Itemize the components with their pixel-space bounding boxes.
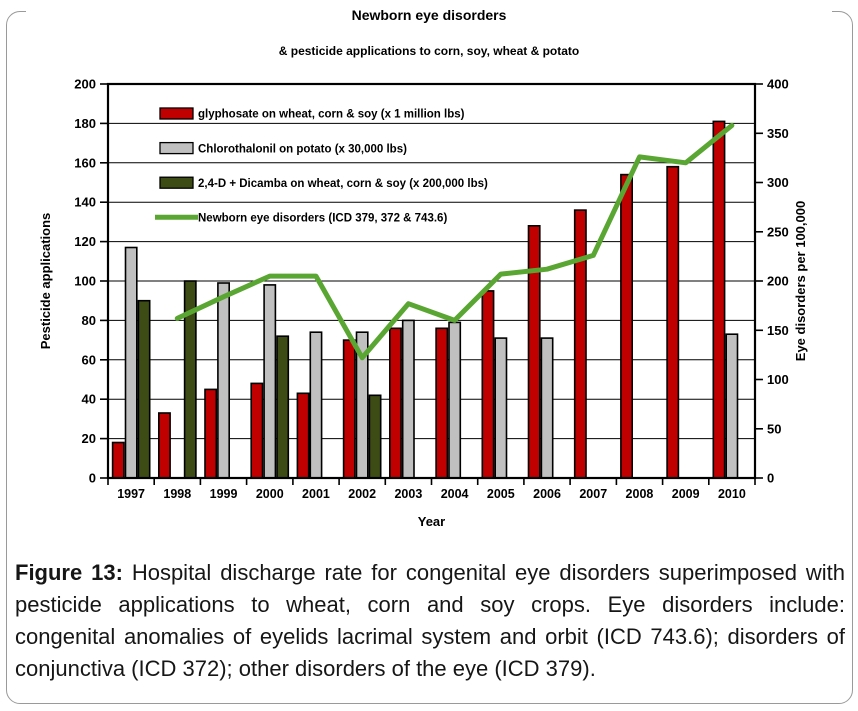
- x-tick-label: 1999: [210, 487, 238, 501]
- legend-label-24d-dicamba: 2,4-D + Dicamba on wheat, corn & soy (x …: [198, 178, 488, 190]
- left-tick-label: 80: [82, 313, 96, 328]
- legend-entry-chlorothalonil: Chlorothalonil on potato (x 30,000 lbs): [159, 141, 407, 155]
- bar-chlorothalonil-2003: [401, 319, 415, 479]
- bar-24d-dicamba-2002: [368, 394, 382, 479]
- legend-entry-eye-disorders: Newborn eye disorders (ICD 379, 372 & 74…: [155, 213, 447, 225]
- caption-label: Figure 13:: [15, 560, 123, 585]
- line-eye-disorders: [174, 122, 735, 361]
- x-tick-label: 2010: [718, 487, 746, 501]
- x-tick-label: 2008: [626, 487, 654, 501]
- bar-glyphosate-1997: [111, 441, 125, 479]
- x-tick-label: 2004: [441, 487, 469, 501]
- gridlines: [108, 122, 755, 440]
- left-tick-label: 120: [74, 234, 96, 249]
- left-tick-label: 40: [82, 392, 96, 407]
- bar-glyphosate-2010: [712, 120, 726, 479]
- figure-caption: Figure 13: Hospital discharge rate for c…: [15, 557, 845, 685]
- bar-chlorothalonil-2001: [309, 331, 323, 479]
- right-tick-label: 50: [767, 421, 781, 436]
- chart-subtitle: & pesticide applications to corn, soy, w…: [278, 44, 580, 58]
- bar-chlorothalonil-2006: [540, 337, 554, 479]
- right-tick-label: 300: [767, 175, 789, 190]
- left-axis-title: Pesticide applications: [38, 213, 53, 350]
- left-axis: 0 20 40 60 80 100 120 140 160 180 200: [74, 77, 108, 486]
- bar-glyphosate-2000: [250, 382, 264, 479]
- chart-title: Newborn eye disorders: [351, 7, 507, 23]
- card-top-cover: [26, 3, 832, 20]
- bar-24d-dicamba-2000: [276, 335, 290, 479]
- x-tick-label: 2007: [579, 487, 607, 501]
- legend: glyphosate on wheat, corn & soy (x 1 mil…: [155, 107, 488, 225]
- bar-chlorothalonil-2000: [263, 284, 277, 479]
- x-tick-label: 1998: [163, 487, 191, 501]
- legend-swatch-chlorothalonil: [159, 141, 194, 155]
- bar-chlorothalonil-2010: [725, 333, 739, 479]
- bar-glyphosate-2001: [296, 392, 310, 479]
- bar-glyphosate-1998: [158, 412, 171, 479]
- legend-swatch-glyphosate: [159, 107, 194, 120]
- bar-glyphosate-2004: [435, 327, 449, 479]
- legend-swatch-24d-dicamba: [159, 176, 194, 189]
- bar-chlorothalonil-2005: [494, 337, 508, 479]
- bar-glyphosate-2005: [481, 290, 495, 479]
- bar-glyphosate-2003: [388, 327, 402, 479]
- legend-label-eye-disorders: Newborn eye disorders (ICD 379, 372 & 74…: [198, 213, 447, 225]
- right-axis: 0 50 100 150 200 250 300 350 400: [755, 77, 789, 486]
- right-tick-label: 150: [767, 323, 789, 338]
- left-tick-label: 20: [82, 431, 96, 446]
- left-tick-label: 100: [74, 274, 96, 289]
- right-tick-label: 100: [767, 372, 789, 387]
- left-tick-label: 180: [74, 116, 96, 131]
- bar-chlorothalonil-1999: [217, 282, 230, 479]
- left-tick-label: 140: [74, 195, 96, 210]
- bar-glyphosate-2008: [620, 173, 634, 479]
- x-tick-label: 2000: [256, 487, 284, 501]
- legend-entry-glyphosate: glyphosate on wheat, corn & soy (x 1 mil…: [159, 107, 465, 121]
- right-tick-label: 350: [767, 126, 789, 141]
- left-tick-label: 0: [89, 471, 96, 486]
- bar-24d-dicamba-1997: [137, 299, 151, 479]
- legend-label-glyphosate: glyphosate on wheat, corn & soy (x 1 mil…: [198, 109, 465, 121]
- x-tick-label: 2002: [348, 487, 376, 501]
- bar-series-chlorothalonil: [124, 246, 739, 479]
- bar-glyphosate-2002: [342, 339, 356, 479]
- right-tick-label: 0: [767, 471, 774, 486]
- right-tick-label: 200: [767, 274, 789, 289]
- bar-chlorothalonil-1997: [124, 246, 138, 479]
- bar-series-glyphosate: [111, 120, 726, 479]
- left-tick-label: 200: [74, 77, 96, 92]
- bar-glyphosate-1999: [204, 388, 218, 479]
- right-tick-label: 250: [767, 224, 789, 239]
- x-tick-label: 2006: [533, 487, 561, 501]
- bar-chlorothalonil-2004: [448, 321, 462, 479]
- x-tick-label: 2009: [672, 487, 700, 501]
- left-tick-label: 160: [74, 155, 96, 170]
- bar-glyphosate-2007: [573, 209, 587, 479]
- x-tick-label: 2003: [394, 487, 422, 501]
- x-tick-label: 1997: [117, 487, 145, 501]
- chart-canvas: 0204060801001201401601802000501001502002…: [38, 77, 808, 530]
- bar-glyphosate-2006: [527, 225, 541, 479]
- right-tick-label: 400: [767, 77, 789, 92]
- right-axis-title: Eye disorders per 100,000: [793, 201, 808, 361]
- left-tick-label: 60: [82, 352, 96, 367]
- x-tick-label: 2005: [487, 487, 515, 501]
- x-tick-label: 2001: [302, 487, 330, 501]
- caption-text: Hospital discharge rate for congenital e…: [15, 560, 845, 681]
- x-axis: 1997 1998 1999 2000 2001 2002 2003 2004 2005 2006…: [107, 478, 756, 529]
- legend-label-chlorothalonil: Chlorothalonil on potato (x 30,000 lbs): [198, 143, 407, 155]
- legend-entry-24d-dicamba: 2,4-D + Dicamba on wheat, corn & soy (x …: [159, 176, 488, 190]
- x-axis-title: Year: [418, 514, 445, 529]
- bar-glyphosate-2009: [666, 165, 680, 479]
